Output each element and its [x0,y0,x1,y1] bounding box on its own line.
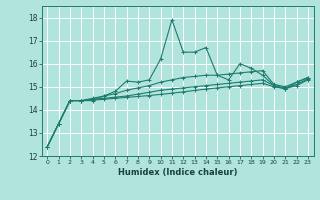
X-axis label: Humidex (Indice chaleur): Humidex (Indice chaleur) [118,168,237,177]
